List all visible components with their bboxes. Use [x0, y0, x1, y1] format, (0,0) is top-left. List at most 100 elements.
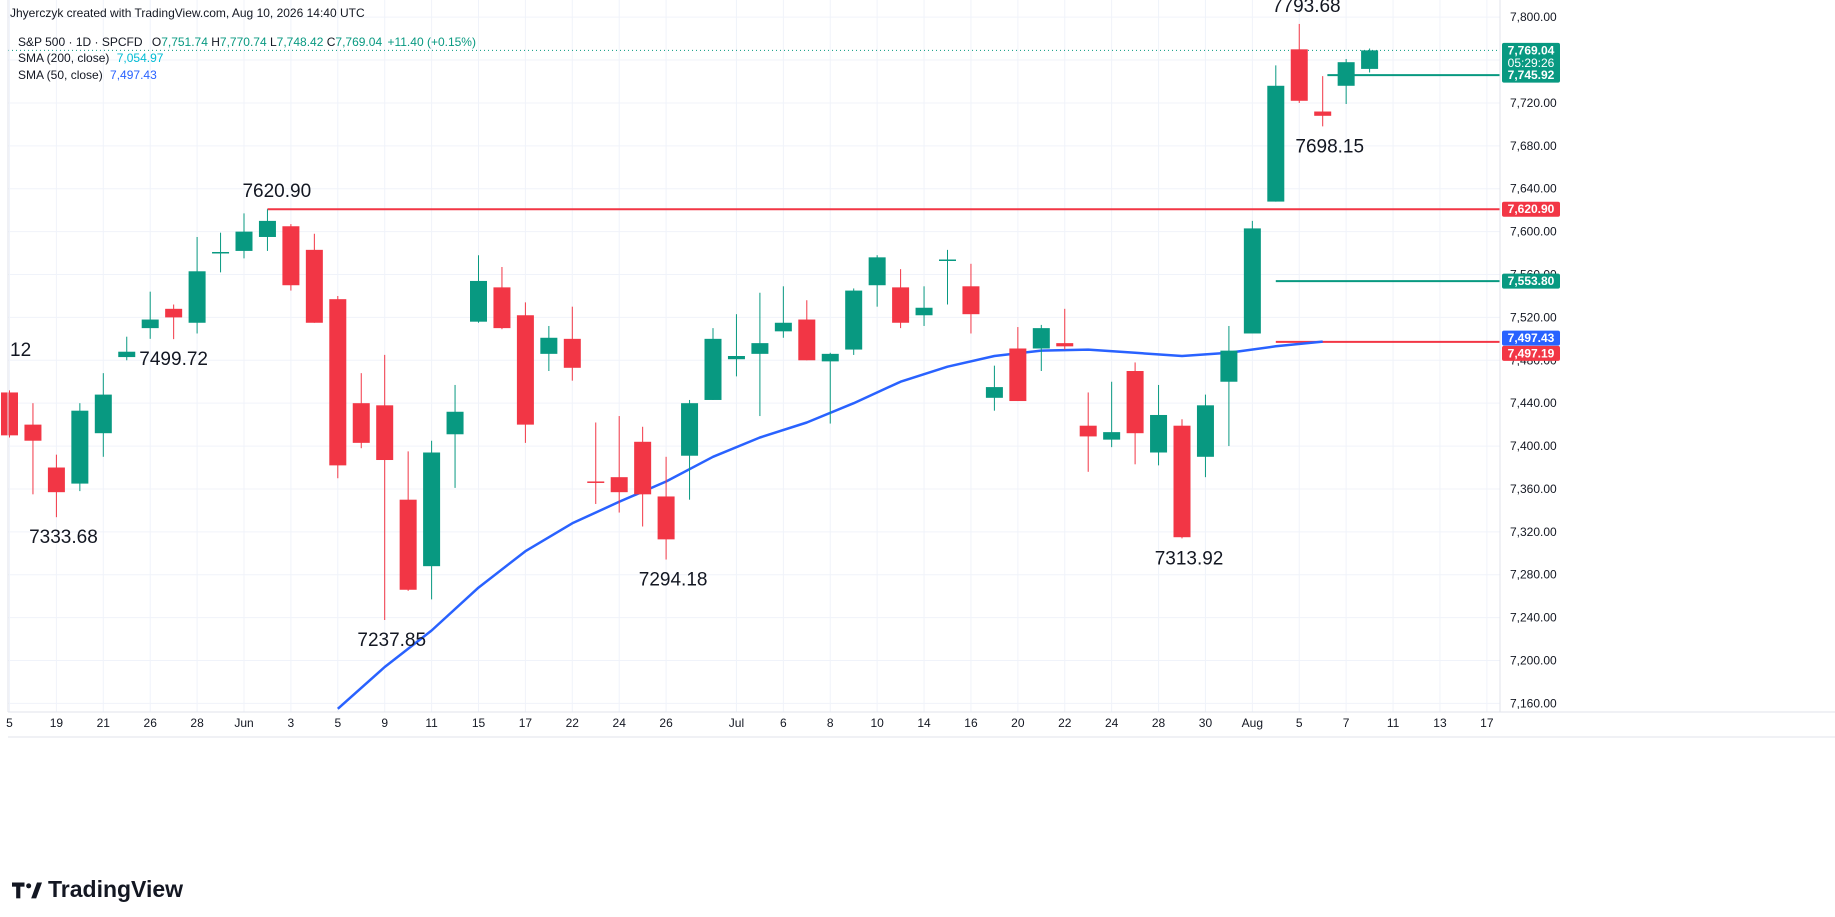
x-tick-label: 20	[1011, 716, 1025, 730]
candle[interactable]	[1290, 23, 1308, 103]
x-tick-label: 5	[334, 716, 341, 730]
y-tick-label: 7,320.00	[1510, 525, 1557, 539]
candle-body	[329, 299, 347, 466]
candle[interactable]	[258, 209, 276, 251]
candle[interactable]	[376, 354, 394, 620]
candle[interactable]	[915, 286, 933, 326]
candle-body	[1243, 228, 1261, 334]
candle[interactable]	[399, 451, 417, 591]
candle[interactable]	[1361, 48, 1379, 73]
candle[interactable]	[657, 456, 675, 560]
symbol-title: S&P 500 · 1D · SPCFD	[18, 35, 143, 49]
candle[interactable]	[94, 373, 112, 457]
candle[interactable]	[1126, 362, 1144, 465]
candle[interactable]	[212, 232, 230, 273]
candle[interactable]	[352, 373, 370, 449]
x-tick-label: 30	[1199, 716, 1213, 730]
candle[interactable]	[71, 403, 89, 492]
candle[interactable]	[1009, 327, 1027, 402]
candle[interactable]	[165, 304, 183, 340]
candle[interactable]	[188, 236, 206, 334]
y-tick-label: 7,600.00	[1510, 225, 1557, 239]
candle[interactable]	[751, 292, 769, 417]
candles[interactable]	[1, 23, 1379, 620]
candle[interactable]	[305, 233, 323, 323]
candle-body	[1126, 371, 1144, 434]
candle[interactable]	[939, 249, 956, 305]
candle[interactable]	[540, 325, 558, 372]
candle[interactable]	[1150, 384, 1168, 466]
candle[interactable]	[24, 403, 42, 495]
x-tick-label: 22	[1058, 716, 1072, 730]
candle[interactable]	[1196, 394, 1214, 478]
candle-body	[235, 231, 253, 251]
candle[interactable]	[587, 422, 605, 504]
candle[interactable]	[1173, 419, 1191, 539]
candle[interactable]	[235, 213, 253, 259]
candle[interactable]	[1032, 324, 1050, 372]
candle-body	[985, 387, 1003, 398]
candle[interactable]	[681, 399, 699, 500]
candle[interactable]	[1267, 65, 1285, 202]
candle[interactable]	[727, 314, 745, 377]
x-tick-label: 8	[827, 716, 834, 730]
candle-body	[1150, 414, 1168, 453]
candle[interactable]	[423, 440, 441, 600]
candle[interactable]	[141, 291, 159, 339]
candle[interactable]	[821, 352, 839, 424]
sma200-legend[interactable]: SMA (200, close) 7,054.97	[18, 51, 163, 65]
candle-body	[1032, 328, 1050, 349]
candle[interactable]	[634, 426, 652, 527]
x-tick-label: 28	[1152, 716, 1166, 730]
candle[interactable]	[1337, 58, 1355, 105]
candle[interactable]	[798, 300, 816, 361]
x-tick-label: 26	[659, 716, 673, 730]
x-tick-label: 28	[190, 716, 204, 730]
candle[interactable]	[868, 255, 886, 307]
candle[interactable]	[118, 336, 136, 361]
candle[interactable]	[1056, 308, 1074, 350]
candle[interactable]	[892, 269, 910, 329]
candle[interactable]	[493, 267, 511, 330]
candle[interactable]	[610, 416, 628, 513]
candle-body	[1361, 50, 1379, 69]
price-annotations: 7793.68 7698.15 7620.90 7499.72 7333.68 7237.…	[29, 0, 1364, 651]
candle[interactable]	[563, 306, 581, 381]
symbol-legend[interactable]: S&P 500 · 1D · SPCFD O7,751.74 H7,770.74…	[18, 35, 476, 49]
candle[interactable]	[962, 263, 980, 334]
x-tick-label: 22	[566, 716, 580, 730]
candle[interactable]	[845, 288, 863, 355]
price-tag: 7,620.90	[1502, 201, 1560, 217]
candle-body	[212, 251, 230, 254]
sma50-legend[interactable]: SMA (50, close) 7,497.43	[18, 68, 157, 82]
candle[interactable]	[774, 286, 792, 338]
candle[interactable]	[1314, 76, 1332, 127]
price-tag-box	[1502, 42, 1560, 71]
candle-body	[446, 411, 464, 435]
candle[interactable]	[704, 328, 722, 400]
price-tag: 7,745.92	[1502, 67, 1560, 83]
candle[interactable]	[1103, 381, 1121, 448]
candle[interactable]	[985, 365, 1003, 411]
candle[interactable]	[470, 255, 487, 323]
y-tick-label: 7,160.00	[1510, 696, 1557, 710]
candle[interactable]	[516, 302, 534, 443]
candle[interactable]	[1243, 220, 1261, 334]
candle[interactable]	[446, 384, 464, 488]
time-axis[interactable]: 5 19 21 26 28 Jun 3 5 9 11 15 17 22 24 26 Jul 6 8 10 14 16 20…	[6, 716, 1494, 730]
x-tick-label: 15	[472, 716, 486, 730]
candle[interactable]	[1220, 325, 1238, 447]
price-axis[interactable]: 7,160.00 7,200.00 7,240.00 7,280.00 7,320.00…	[7, 0, 1835, 738]
y-tick-label: 7,280.00	[1510, 568, 1557, 582]
tradingview-logo[interactable]: TradingView	[12, 876, 183, 903]
candle[interactable]	[47, 454, 65, 518]
candle[interactable]	[1079, 392, 1097, 472]
candle-body	[376, 405, 394, 461]
candle[interactable]	[282, 224, 300, 291]
price-tag-box	[1502, 273, 1560, 289]
x-tick-label: 11	[1387, 716, 1400, 730]
countdown-text: 05:29:26	[1508, 56, 1555, 70]
candle[interactable]	[1, 390, 18, 438]
candle[interactable]	[329, 295, 347, 479]
